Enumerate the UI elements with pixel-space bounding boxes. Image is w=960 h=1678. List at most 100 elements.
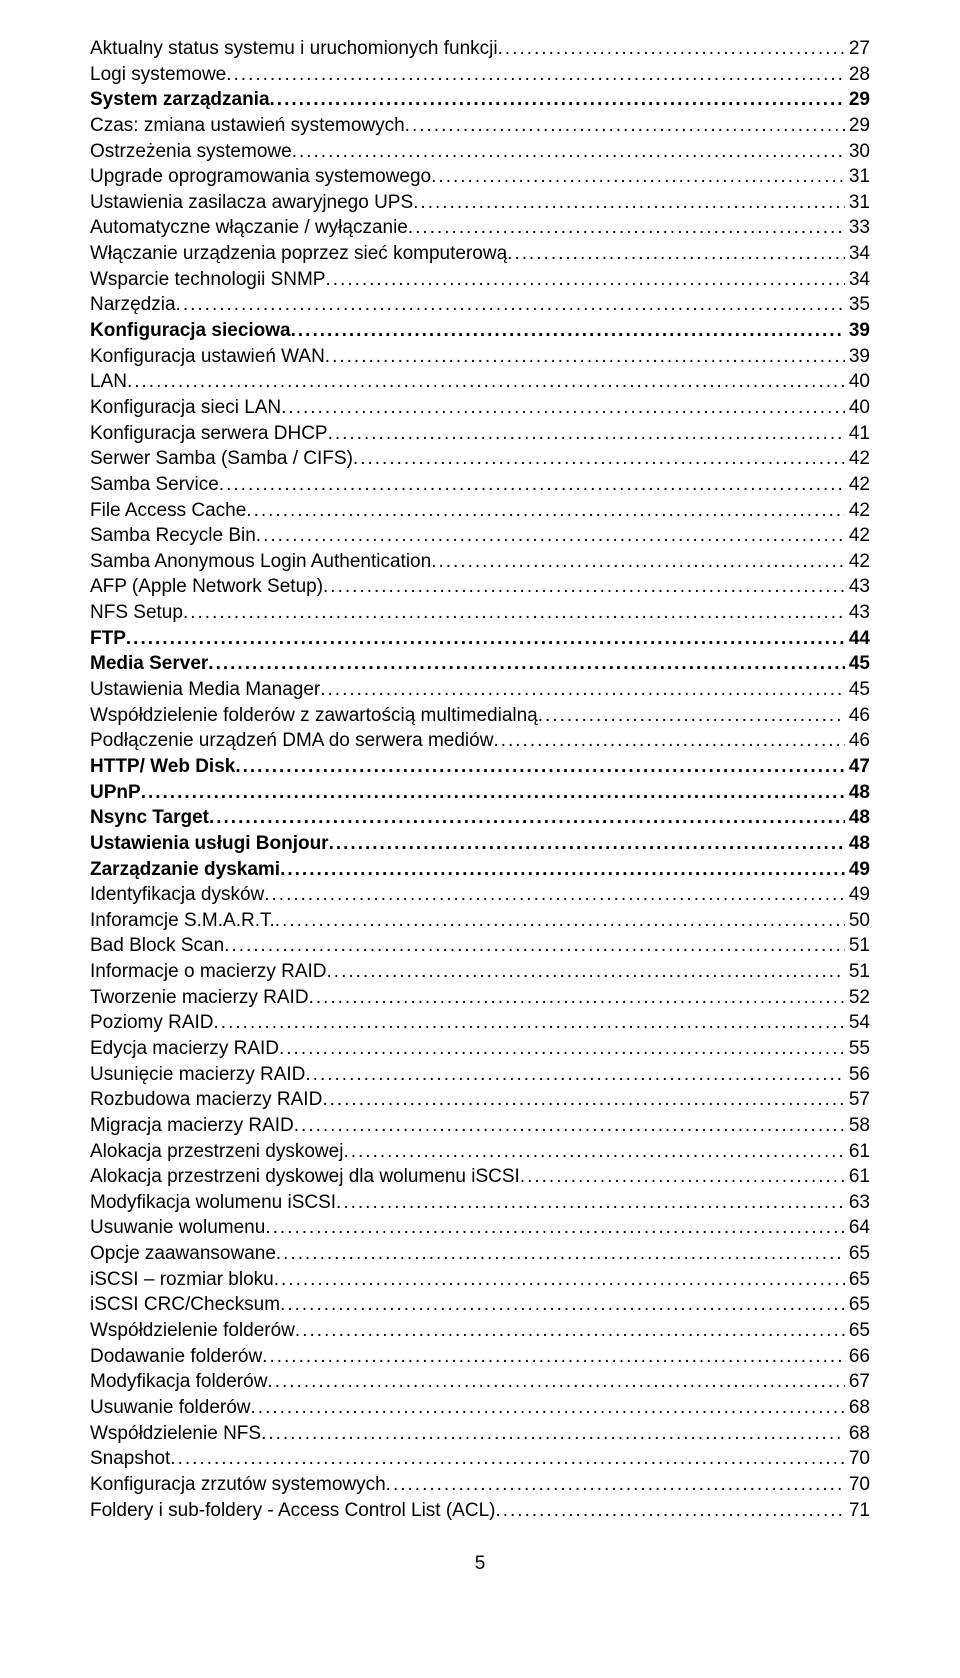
toc-entry-leader [176, 292, 845, 318]
toc-entry: LAN 40 [90, 369, 870, 395]
toc-entry: Informacje o macierzy RAID 51 [90, 959, 870, 985]
toc-entry-label: Poziomy RAID [90, 1010, 214, 1036]
toc-entry-page: 34 [845, 267, 870, 293]
toc-entry-page: 67 [845, 1369, 870, 1395]
toc-entry-label: iSCSI – rozmiar bloku [90, 1267, 274, 1293]
toc-entry-leader [235, 754, 845, 780]
toc-entry-leader [386, 1472, 845, 1498]
toc-entry: Ostrzeżenia systemowe 30 [90, 139, 870, 165]
toc-entry: Ustawienia usługi Bonjour 48 [90, 831, 870, 857]
toc-entry-page: 30 [845, 139, 870, 165]
toc-entry-leader [276, 1241, 845, 1267]
toc-entry-label: Foldery i sub-foldery - Access Control L… [90, 1498, 495, 1524]
toc-entry: Edycja macierzy RAID 55 [90, 1036, 870, 1062]
toc-entry-label: Tworzenie macierzy RAID [90, 985, 309, 1011]
toc-entry-label: Edycja macierzy RAID [90, 1036, 279, 1062]
toc-entry-page: 40 [845, 369, 870, 395]
toc-entry-leader [208, 651, 845, 677]
toc-entry-page: 61 [845, 1164, 870, 1190]
toc-entry-label: Bad Block Scan [90, 933, 224, 959]
toc-entry: Konfiguracja ustawień WAN 39 [90, 344, 870, 370]
toc-entry-leader [431, 164, 845, 190]
toc-entry-label: Włączanie urządzenia poprzez sieć komput… [90, 241, 507, 267]
toc-entry-label: Identyfikacja dysków [90, 882, 264, 908]
toc-entry-leader [219, 472, 845, 498]
toc-entry-label: Współdzielenie folderów [90, 1318, 295, 1344]
toc-entry-page: 42 [845, 523, 870, 549]
page-number: 5 [90, 1553, 870, 1575]
toc-entry-label: Zarządzanie dyskami [90, 857, 280, 883]
toc-entry-page: 41 [845, 421, 870, 447]
toc-entry: Współdzielenie NFS 68 [90, 1421, 870, 1447]
toc-entry-leader [214, 1010, 845, 1036]
toc-entry-leader [431, 549, 845, 575]
toc-entry-leader [294, 1113, 845, 1139]
toc-entry-page: 65 [845, 1267, 870, 1293]
toc-entry-label: Wsparcie technologii SNMP [90, 267, 325, 293]
toc-entry-label: Konfiguracja serwera DHCP [90, 421, 328, 447]
toc-entry: Serwer Samba (Samba / CIFS) 42 [90, 446, 870, 472]
toc-entry-label: NFS Setup [90, 600, 183, 626]
toc-entry-page: 42 [845, 549, 870, 575]
toc-entry: Alokacja przestrzeni dyskowej 61 [90, 1139, 870, 1165]
toc-entry-leader [343, 1139, 844, 1165]
toc-entry-label: Usunięcie macierzy RAID [90, 1062, 305, 1088]
toc-entry-leader [126, 626, 845, 652]
toc-entry-label: Inforamcje S.M.A.R.T. [90, 908, 275, 934]
toc-entry-page: 50 [845, 908, 870, 934]
toc-entry: Media Server 45 [90, 651, 870, 677]
toc-entry-leader [281, 395, 845, 421]
toc-entry-page: 71 [845, 1498, 870, 1524]
toc-entry-page: 31 [845, 190, 870, 216]
toc-entry: Narzędzia 35 [90, 292, 870, 318]
toc-entry: Współdzielenie folderów 65 [90, 1318, 870, 1344]
toc-entry-page: 55 [845, 1036, 870, 1062]
toc-entry-label: Migracja macierzy RAID [90, 1113, 294, 1139]
toc-list: Aktualny status systemu i uruchomionych … [90, 36, 870, 1523]
toc-entry-label: Podłączenie urządzeń DMA do serwera medi… [90, 728, 493, 754]
toc-entry-leader [493, 728, 844, 754]
toc-page: Aktualny status systemu i uruchomionych … [0, 0, 960, 1615]
toc-entry: Zarządzanie dyskami 49 [90, 857, 870, 883]
toc-entry: Dodawanie folderów 66 [90, 1344, 870, 1370]
toc-entry: Czas: zmiana ustawień systemowych 29 [90, 113, 870, 139]
toc-entry-page: 29 [845, 87, 870, 113]
toc-entry-leader [327, 959, 845, 985]
toc-entry-page: 70 [845, 1472, 870, 1498]
toc-entry-leader [251, 1395, 845, 1421]
toc-entry: Alokacja przestrzeni dyskowej dla wolume… [90, 1164, 870, 1190]
toc-entry-leader [413, 190, 845, 216]
toc-entry-leader [309, 985, 845, 1011]
toc-entry-page: 61 [845, 1139, 870, 1165]
toc-entry-label: Usuwanie wolumenu [90, 1215, 265, 1241]
toc-entry-page: 46 [845, 703, 870, 729]
toc-entry: Poziomy RAID 54 [90, 1010, 870, 1036]
toc-entry: Opcje zaawansowane 65 [90, 1241, 870, 1267]
toc-entry-label: UPnP [90, 780, 141, 806]
toc-entry-label: Media Server [90, 651, 208, 677]
toc-entry: Samba Service 42 [90, 472, 870, 498]
toc-entry: Włączanie urządzenia poprzez sieć komput… [90, 241, 870, 267]
toc-entry-leader [209, 805, 845, 831]
toc-entry-label: Samba Service [90, 472, 219, 498]
toc-entry: HTTP/ Web Disk 47 [90, 754, 870, 780]
toc-entry-leader [275, 908, 845, 934]
toc-entry: Inforamcje S.M.A.R.T. 50 [90, 908, 870, 934]
toc-entry: Podłączenie urządzeń DMA do serwera medi… [90, 728, 870, 754]
toc-entry-page: 66 [845, 1344, 870, 1370]
toc-entry-label: Usuwanie folderów [90, 1395, 251, 1421]
toc-entry-page: 52 [845, 985, 870, 1011]
toc-entry: File Access Cache 42 [90, 498, 870, 524]
toc-entry: Ustawienia zasilacza awaryjnego UPS 31 [90, 190, 870, 216]
toc-entry-page: 51 [845, 959, 870, 985]
toc-entry-leader [265, 1215, 845, 1241]
toc-entry-leader [280, 857, 845, 883]
toc-entry-page: 49 [845, 882, 870, 908]
toc-entry-leader [183, 600, 845, 626]
toc-entry: Bad Block Scan 51 [90, 933, 870, 959]
toc-entry: FTP 44 [90, 626, 870, 652]
toc-entry-label: Ustawienia zasilacza awaryjnego UPS [90, 190, 413, 216]
toc-entry-label: Nsync Target [90, 805, 209, 831]
toc-entry-page: 34 [845, 241, 870, 267]
toc-entry-label: Konfiguracja ustawień WAN [90, 344, 325, 370]
